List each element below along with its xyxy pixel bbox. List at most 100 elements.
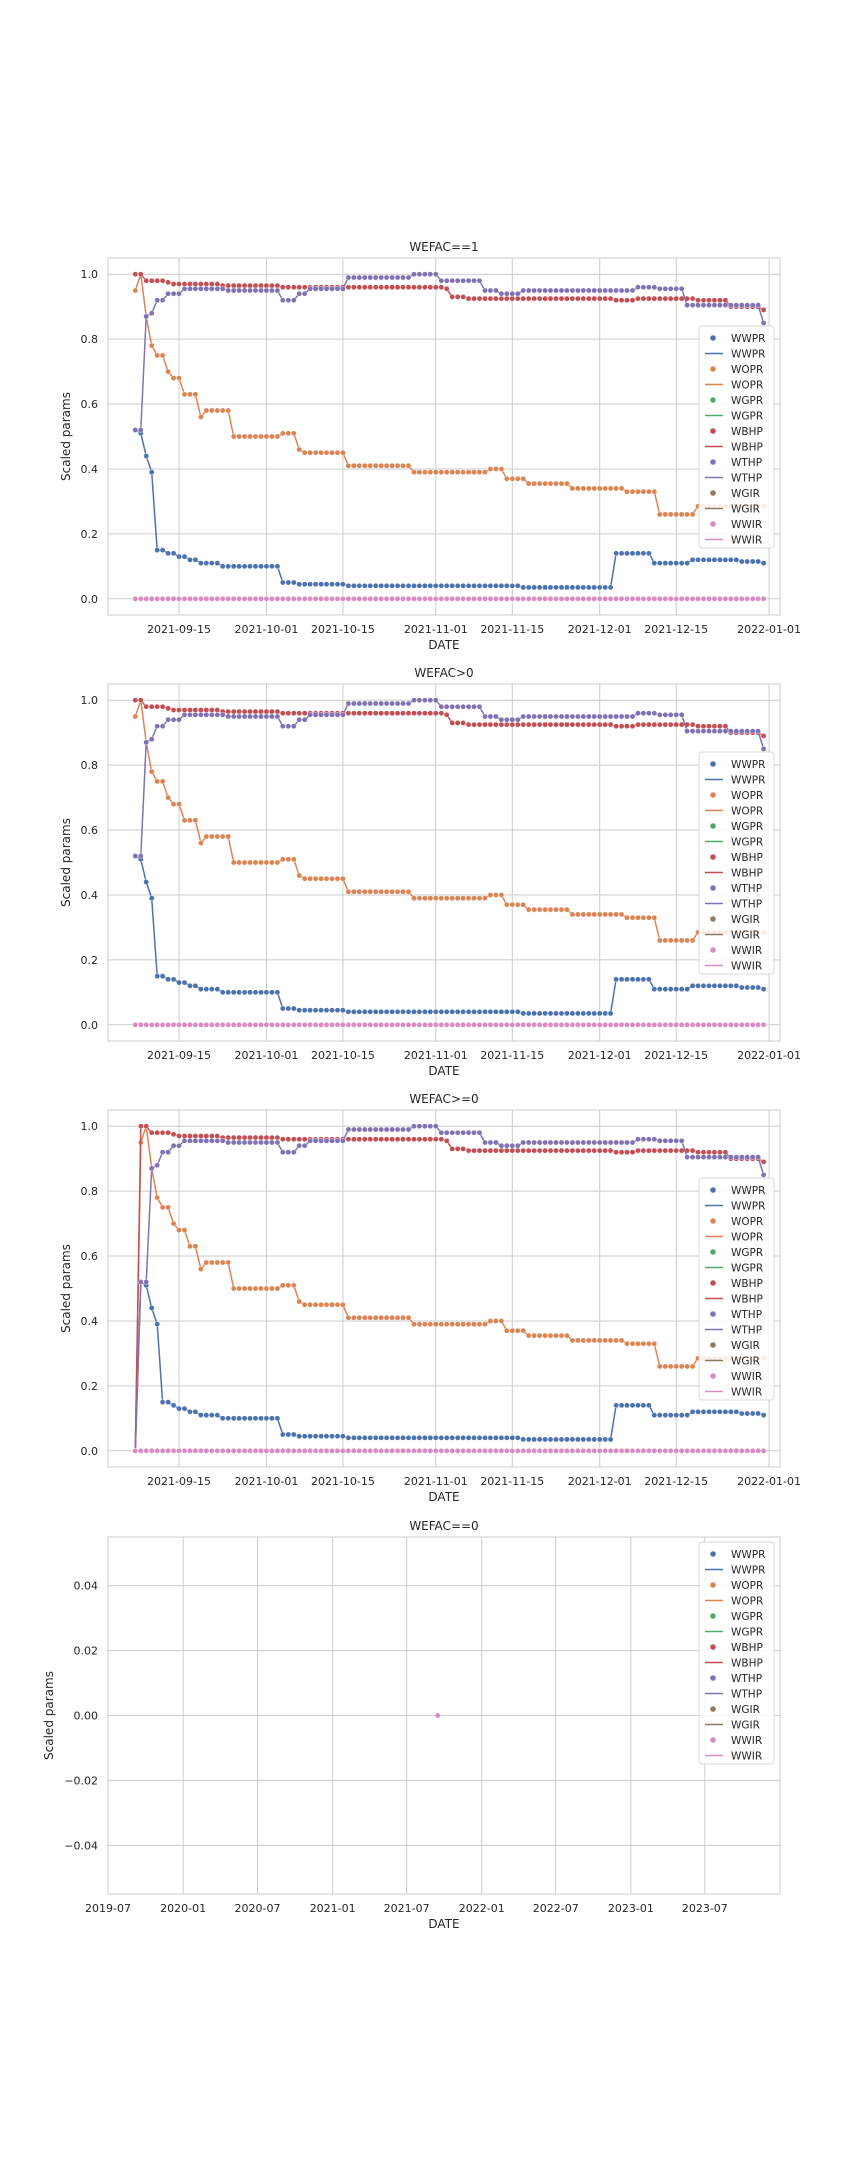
legend-label: WGPR bbox=[731, 395, 763, 407]
data-point-wopr bbox=[269, 1285, 275, 1292]
data-point-wopr bbox=[219, 407, 226, 414]
data-point-wbhp bbox=[503, 295, 510, 302]
data-point-wopr bbox=[389, 888, 395, 895]
data-point-wopr bbox=[219, 833, 226, 840]
data-point-wwpr bbox=[230, 1415, 237, 1422]
data-point-wthp bbox=[274, 1139, 281, 1146]
data-point-wthp bbox=[170, 716, 177, 723]
data-point-wthp bbox=[312, 712, 319, 718]
data-point-wwpr bbox=[520, 584, 527, 591]
data-point-wthp bbox=[706, 728, 712, 734]
data-point-wwir bbox=[482, 596, 488, 602]
data-point-wbhp bbox=[301, 710, 308, 717]
data-point-wwpr bbox=[214, 986, 221, 992]
data-point-wthp bbox=[536, 713, 543, 720]
legend-label: WWPR bbox=[731, 1549, 765, 1561]
data-point-wthp bbox=[503, 1142, 510, 1149]
data-point-wwir bbox=[296, 1022, 303, 1028]
data-point-wthp bbox=[749, 302, 756, 308]
data-point-wopr bbox=[586, 485, 592, 492]
y-tick-label: 1.0 bbox=[81, 1120, 99, 1133]
data-point-wwpr bbox=[225, 1415, 231, 1422]
data-point-wthp bbox=[241, 1139, 248, 1146]
data-point-wwpr bbox=[586, 1010, 592, 1017]
data-point-wopr bbox=[274, 433, 281, 440]
data-point-wwir bbox=[678, 596, 685, 602]
data-point-wwir bbox=[170, 596, 177, 602]
data-point-wthp bbox=[558, 1139, 565, 1146]
data-point-wbhp bbox=[198, 707, 204, 713]
legend-marker bbox=[710, 1675, 716, 1681]
data-point-wopr bbox=[383, 888, 390, 895]
data-point-wbhp bbox=[279, 1136, 286, 1142]
data-point-wwpr bbox=[575, 584, 581, 591]
data-point-wopr bbox=[684, 511, 690, 518]
data-point-wwpr bbox=[760, 1412, 767, 1418]
data-point-wwpr bbox=[154, 1321, 160, 1327]
data-point-wwpr bbox=[422, 1009, 428, 1015]
data-point-wthp bbox=[208, 285, 215, 292]
data-point-wwir bbox=[739, 596, 745, 602]
data-point-wthp bbox=[427, 1123, 434, 1129]
legend-marker bbox=[710, 366, 716, 372]
data-point-wwpr bbox=[345, 583, 352, 589]
data-point-wthp bbox=[635, 1136, 641, 1142]
y-axis-label: Scaled params bbox=[42, 1671, 56, 1760]
data-point-wopr bbox=[443, 895, 450, 902]
data-point-wwpr bbox=[214, 560, 221, 566]
data-point-wopr bbox=[296, 872, 303, 879]
data-point-wwpr bbox=[274, 1415, 281, 1422]
data-point-wwir bbox=[170, 1022, 177, 1028]
data-point-wopr bbox=[586, 911, 592, 918]
data-point-wwir bbox=[290, 1448, 297, 1454]
data-point-wthp bbox=[323, 712, 330, 718]
data-point-wopr bbox=[301, 875, 308, 882]
data-point-wopr bbox=[471, 895, 477, 902]
data-point-wthp bbox=[170, 290, 177, 297]
data-point-wthp bbox=[181, 712, 188, 718]
data-point-wthp bbox=[760, 320, 767, 326]
data-point-wwpr bbox=[208, 1412, 215, 1418]
data-point-wopr bbox=[503, 475, 510, 482]
data-point-wopr bbox=[383, 462, 390, 469]
data-point-wthp bbox=[443, 703, 450, 710]
data-point-wopr bbox=[525, 906, 532, 913]
data-point-wwpr bbox=[443, 1435, 450, 1441]
data-point-wthp bbox=[394, 700, 401, 707]
data-point-wopr bbox=[411, 469, 417, 476]
data-point-wbhp bbox=[509, 1147, 516, 1154]
legend-box bbox=[698, 751, 775, 975]
data-point-wwir bbox=[318, 1448, 324, 1454]
data-point-wwir bbox=[536, 596, 543, 602]
data-point-wthp bbox=[361, 1126, 368, 1133]
data-point-wwpr bbox=[591, 1010, 598, 1017]
data-point-wopr bbox=[596, 1337, 603, 1344]
data-point-wwpr bbox=[230, 989, 237, 996]
data-point-wbhp bbox=[137, 271, 144, 278]
data-point-wwpr bbox=[192, 557, 199, 563]
data-point-wopr bbox=[159, 1204, 166, 1211]
data-point-wthp bbox=[487, 713, 494, 720]
data-point-wwpr bbox=[318, 581, 324, 588]
data-point-wthp bbox=[340, 712, 346, 718]
data-point-wwpr bbox=[427, 1009, 434, 1015]
data-point-wopr bbox=[575, 485, 581, 492]
x-tick-label: 2021-01 bbox=[310, 1902, 356, 1915]
data-point-wbhp bbox=[700, 297, 707, 304]
data-point-wbhp bbox=[575, 295, 581, 302]
data-point-wwir bbox=[422, 596, 428, 602]
data-point-wbhp bbox=[515, 295, 521, 302]
data-point-wwir bbox=[263, 596, 270, 602]
data-point-wbhp bbox=[165, 1129, 171, 1136]
data-point-wwpr bbox=[476, 1435, 483, 1441]
data-point-wopr bbox=[225, 833, 231, 840]
data-point-wwir bbox=[422, 1448, 428, 1454]
data-point-wthp bbox=[400, 1126, 406, 1133]
data-point-wwpr bbox=[717, 557, 723, 563]
data-point-wthp bbox=[536, 1139, 543, 1146]
data-point-wthp bbox=[640, 1136, 647, 1142]
y-tick-label: 0.8 bbox=[81, 333, 99, 346]
data-point-wbhp bbox=[640, 721, 647, 728]
data-point-wthp bbox=[241, 713, 248, 720]
data-point-wthp bbox=[749, 1154, 756, 1160]
